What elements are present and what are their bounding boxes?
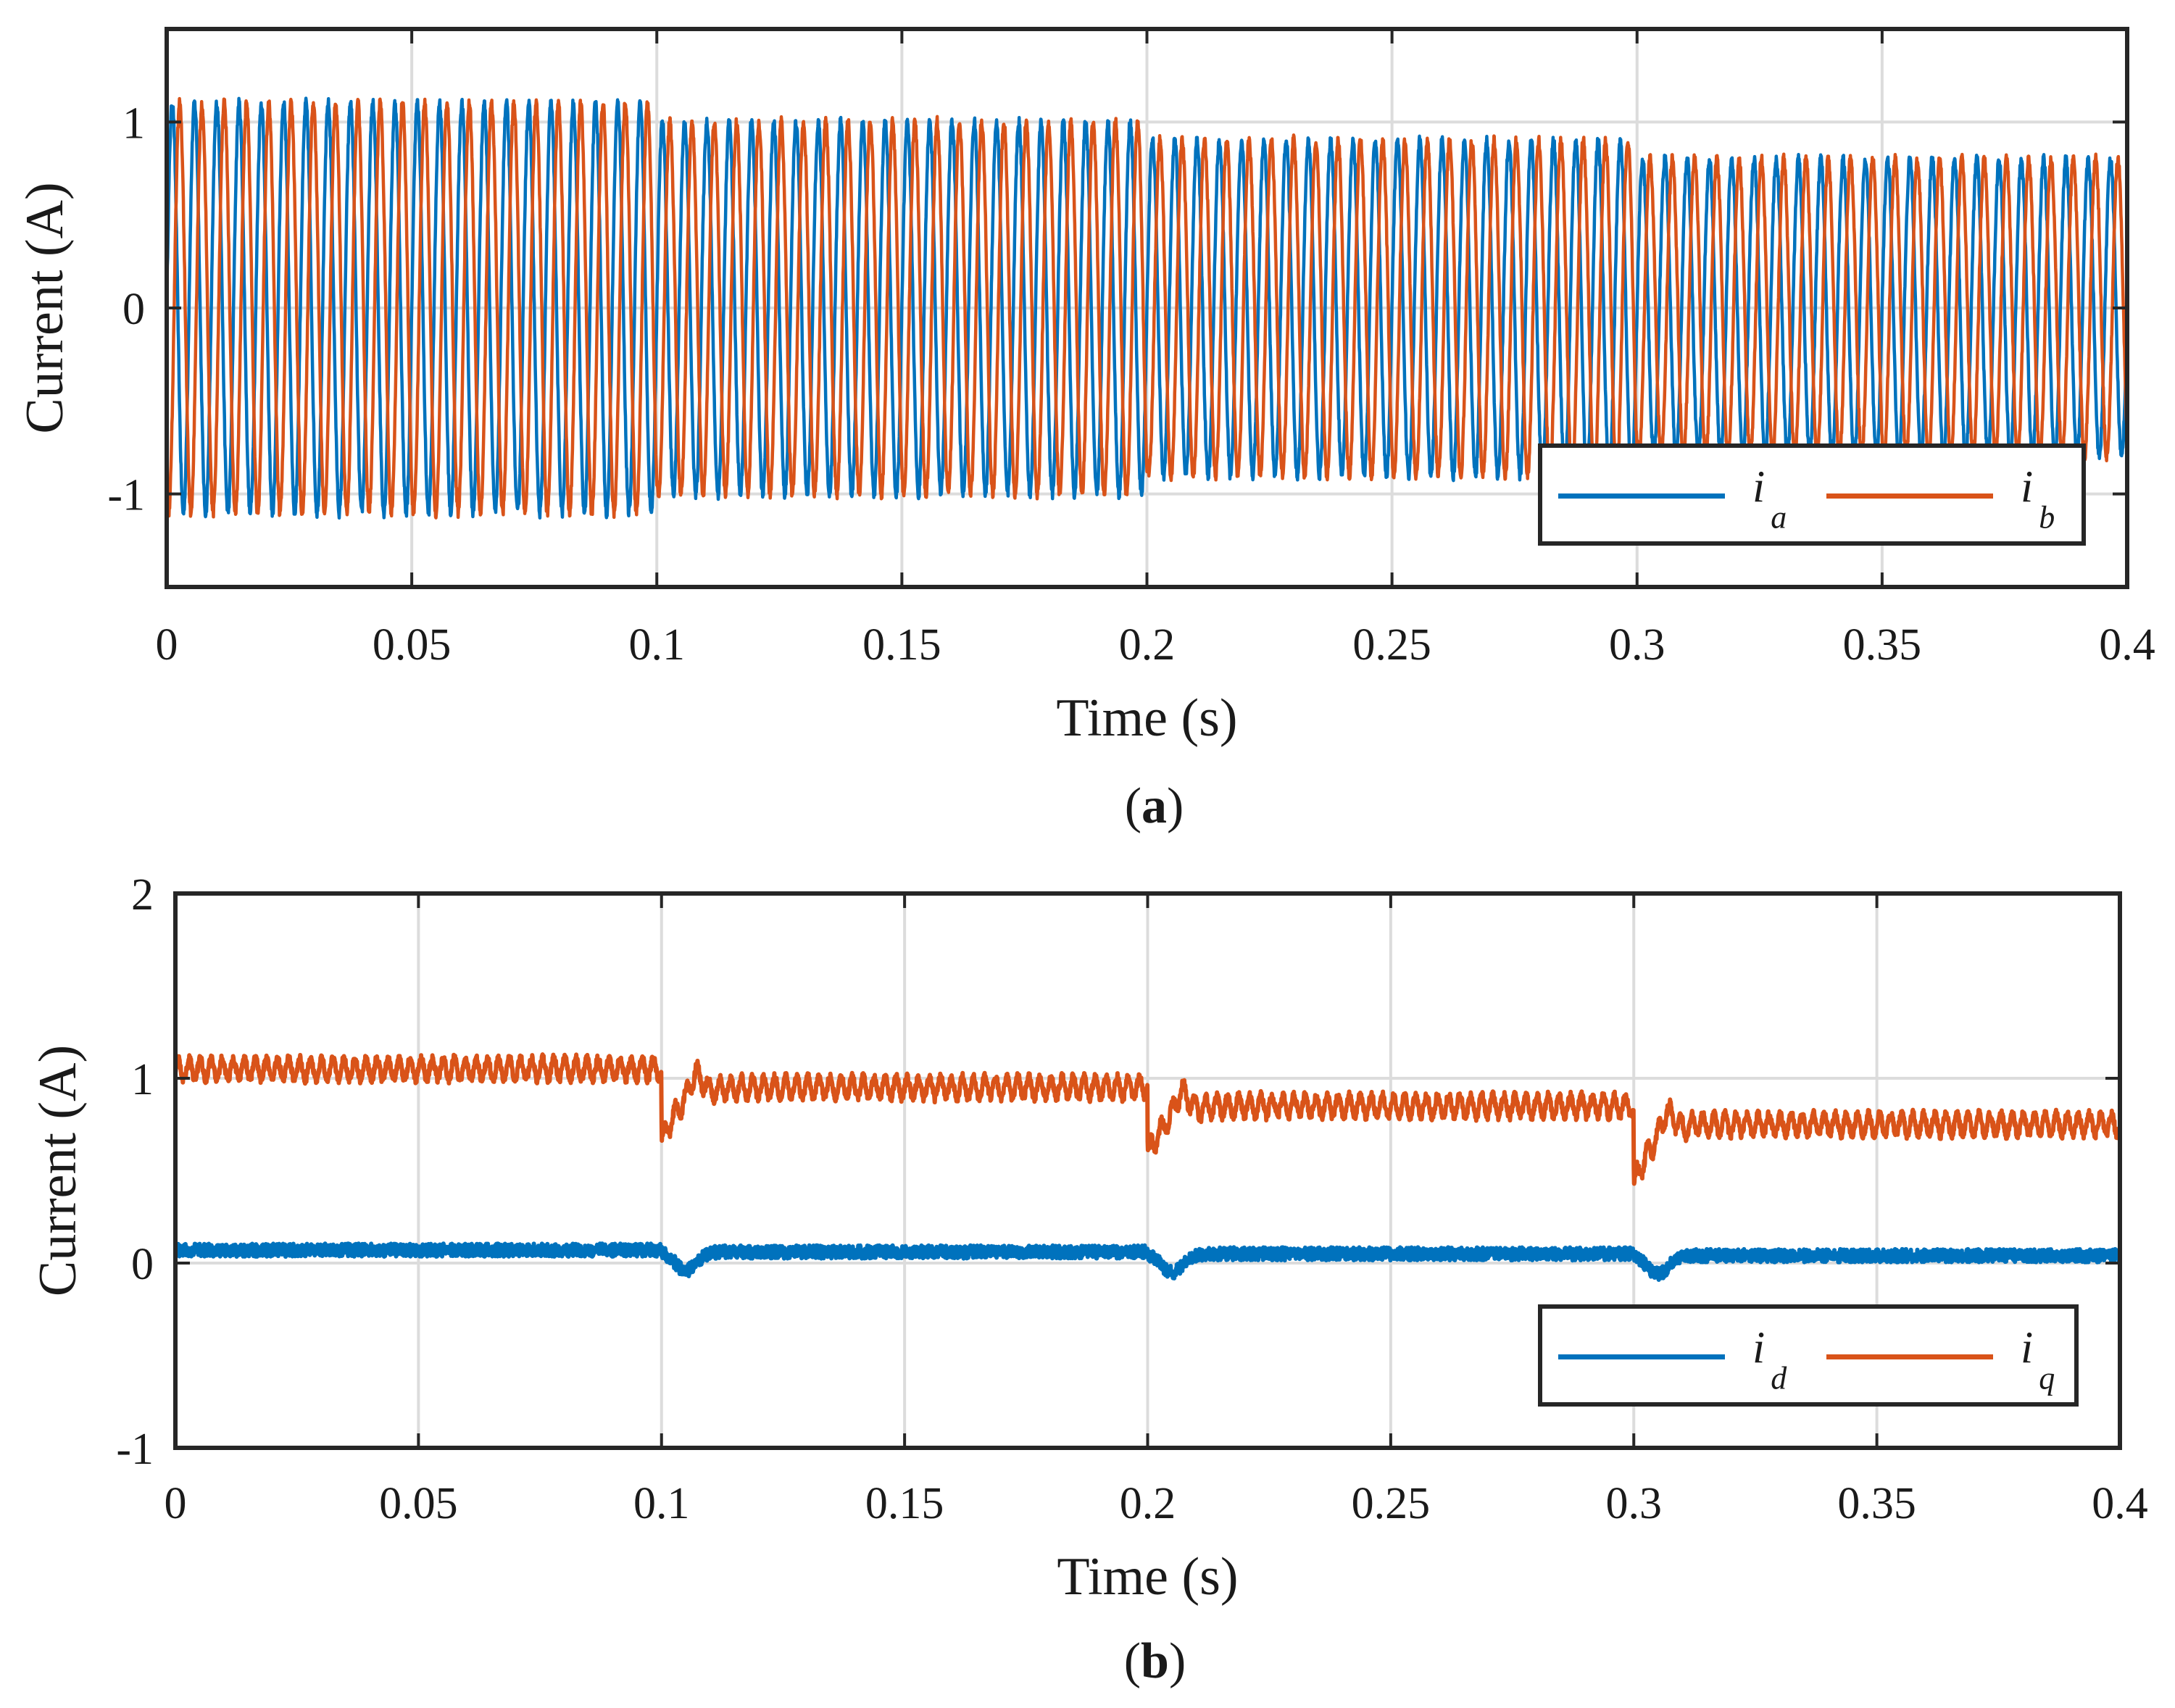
legend-label-iq: iq [2021,1324,2055,1396]
chart-panel-a: 0 0.05 0.1 0.15 0.2 0.25 0.3 0.35 0.4 -1 0 1 Time (s… [15,27,2155,834]
caption-close: ) [1169,1633,1186,1689]
x-tick-label: 0.3 [1606,1479,1663,1528]
x-tick-label: 0.05 [379,1479,458,1528]
caption-letter: a [1141,778,1167,834]
y-tick-label: 0 [131,1240,154,1289]
x-tick-label: 0.2 [1119,620,1176,670]
y-tick-label: 2 [131,870,154,920]
y-tick-label: 1 [122,99,145,148]
legend-label-id: id [1752,1324,1787,1396]
panel-caption: (a) [1125,778,1184,834]
x-tick-label: 0.25 [1352,620,1431,670]
y-axis-label: Current (A) [28,1045,88,1296]
x-tick-label: 0.15 [865,1479,944,1528]
x-tick-label: 0.15 [862,620,941,670]
series-group [175,1052,2120,1282]
y-tick-label: -1 [107,471,145,520]
x-tick-label: 0.05 [373,620,452,670]
x-tick-label: 0.4 [2092,1479,2148,1528]
x-tick-label: 0 [156,620,178,670]
x-tick-label: 0.1 [633,1479,690,1528]
x-tick-label: 0.25 [1352,1479,1431,1528]
legend-label-ia: ia [1752,463,1787,536]
legend: id iq [1538,1304,2079,1407]
y-tick-label: -1 [116,1425,154,1474]
caption-open: ( [1124,1633,1141,1689]
series-group [167,96,2127,520]
x-tick-label: 0.1 [629,620,686,670]
y-axis-label: Current (A) [15,182,75,433]
x-tick-label: 0.3 [1609,620,1665,670]
caption-close: ) [1167,778,1184,834]
legend: ia ib [1538,443,2086,546]
y-tick-label: 1 [131,1055,154,1104]
x-axis-label: Time (s) [1056,688,1237,748]
x-tick-label: 0 [165,1479,187,1528]
caption-letter: b [1141,1633,1169,1689]
series-line-iq [175,1052,2120,1186]
x-tick-label: 0.2 [1120,1479,1176,1528]
x-tick-label: 0.35 [1843,620,1922,670]
x-axis-label: Time (s) [1057,1547,1238,1607]
x-tick-label: 0.4 [2099,620,2155,670]
panel-caption: (b) [1124,1633,1186,1689]
legend-label-ib: ib [2021,463,2055,536]
caption-open: ( [1125,778,1141,834]
series-line-ia [167,96,2127,520]
series-line-id [175,1241,2120,1282]
x-tick-label: 0.35 [1837,1479,1916,1528]
series-line-ib [167,96,2127,520]
y-tick-label: 0 [122,285,145,334]
